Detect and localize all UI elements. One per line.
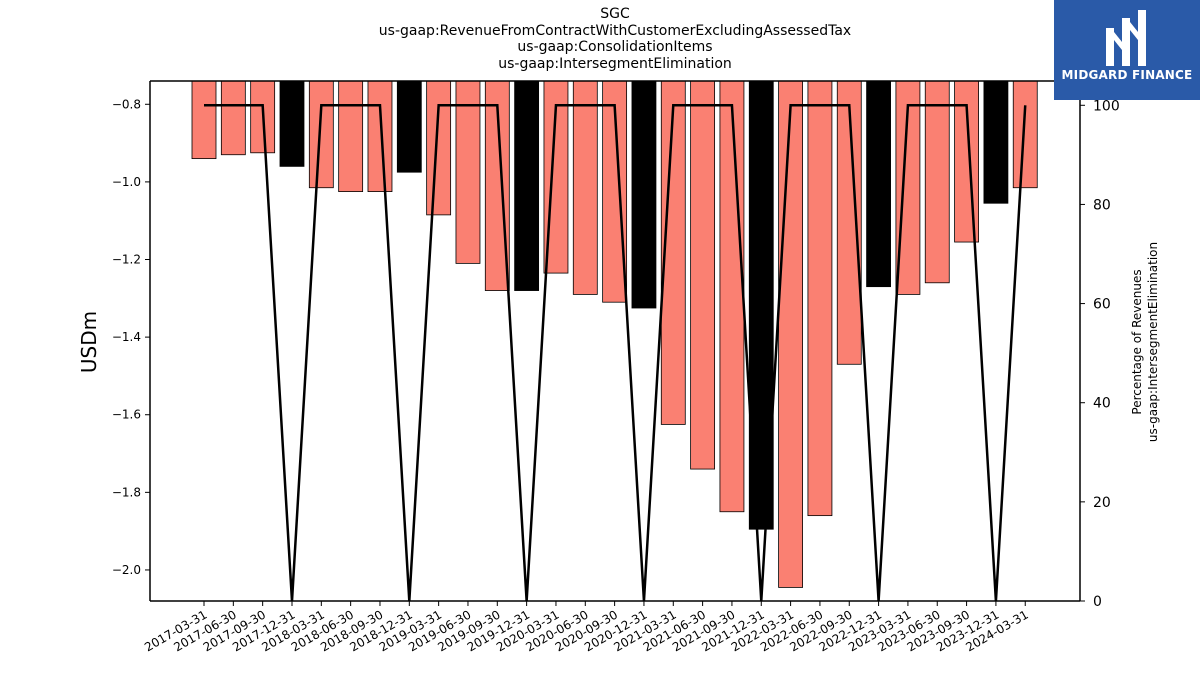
y-tick-label: −1.4 xyxy=(112,330,141,344)
bar-2018-09-30 xyxy=(367,80,393,192)
logo: MIDGARD FINANCE xyxy=(1054,0,1200,100)
bar-2017-06-30 xyxy=(220,80,246,156)
bar-2022-03-31 xyxy=(778,80,803,588)
logo-text: MIDGARD FINANCE xyxy=(1061,68,1193,82)
y-tick-label: −1.2 xyxy=(112,253,141,267)
bar-2020-06-30 xyxy=(572,80,598,295)
bar-2023-12-31 xyxy=(983,80,1009,204)
percentage-line xyxy=(204,104,1027,602)
bar-2023-06-30 xyxy=(924,80,950,284)
y2-axis-ticks: 0 20 40 60 80 100 xyxy=(1080,98,1120,610)
bar-2017-12-31 xyxy=(279,80,305,167)
y-tick-label: −2.0 xyxy=(112,563,141,577)
bar-2019-12-31 xyxy=(514,80,540,291)
bar-2019-06-30 xyxy=(455,80,481,264)
y2-tick-label: 100 xyxy=(1093,98,1120,114)
y2-tick-label: 20 xyxy=(1093,495,1111,511)
bar-2018-03-31 xyxy=(308,80,334,189)
bar-2021-09-30 xyxy=(719,80,745,513)
x-axis-ticks: 2017-03-312017-06-302017-09-302017-12-31… xyxy=(142,601,1031,654)
line-series xyxy=(204,104,1027,602)
bar-2017-03-31 xyxy=(191,80,217,160)
chart-title-line-1: SGC xyxy=(600,6,630,22)
bar-2022-12-31 xyxy=(866,80,891,288)
bar-2018-12-31 xyxy=(396,80,422,173)
logo-mark-icon xyxy=(1106,10,1146,66)
y-tick-label: −1.0 xyxy=(112,175,141,189)
y2-axis-label-line-2: us-gaap:IntersegmentElimination xyxy=(1146,242,1160,442)
bar-2024-03-31 xyxy=(1012,80,1038,189)
y2-tick-label: 60 xyxy=(1093,297,1111,313)
bar-2022-06-30 xyxy=(807,80,833,517)
y-tick-label: −1.6 xyxy=(112,408,141,422)
y2-tick-label: 80 xyxy=(1093,197,1111,213)
bars xyxy=(191,80,1038,588)
y-tick-label: −0.8 xyxy=(112,97,141,111)
y2-axis-label-line-1: Percentage of Revenues xyxy=(1130,269,1144,414)
bar-2021-06-30 xyxy=(690,80,716,470)
chart-title-line-4: us-gaap:IntersegmentElimination xyxy=(498,56,732,72)
y2-tick-label: 0 xyxy=(1093,594,1102,610)
chart-title-line-2: us-gaap:RevenueFromContractWithCustomerE… xyxy=(378,23,852,39)
chart-title-line-3: us-gaap:ConsolidationItems xyxy=(517,39,713,55)
y2-tick-label: 40 xyxy=(1093,396,1111,412)
y-axis-label: USDm xyxy=(77,311,101,373)
bar-2018-06-30 xyxy=(338,80,364,192)
bar-2019-03-31 xyxy=(426,80,452,216)
y-tick-label: −1.8 xyxy=(112,485,141,499)
y-axis-ticks: −0.8 −1.0 −1.2 −1.4 −1.6 −1.8 −2.0 xyxy=(112,97,150,577)
bar-2020-12-31 xyxy=(631,80,657,309)
